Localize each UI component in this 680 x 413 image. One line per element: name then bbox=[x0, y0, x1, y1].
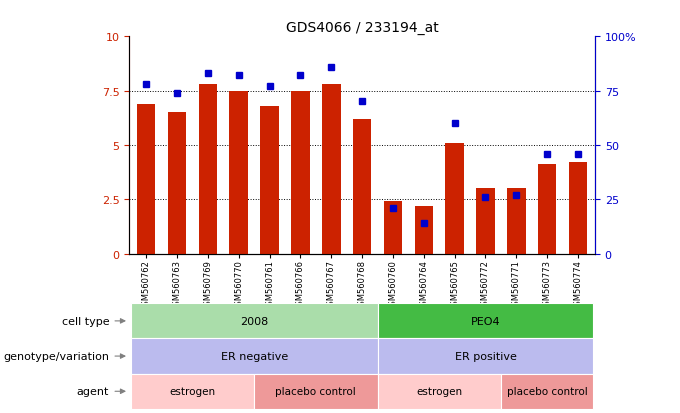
Bar bbox=[168, 113, 186, 254]
Bar bbox=[377, 304, 594, 339]
Bar bbox=[415, 206, 433, 254]
Bar bbox=[260, 107, 279, 254]
Bar bbox=[538, 165, 556, 254]
Bar bbox=[568, 163, 588, 254]
Bar bbox=[476, 189, 495, 254]
Bar bbox=[131, 374, 254, 409]
Bar bbox=[254, 374, 377, 409]
Text: genotype/variation: genotype/variation bbox=[3, 351, 109, 361]
Text: 2008: 2008 bbox=[240, 316, 268, 326]
Text: ER positive: ER positive bbox=[454, 351, 516, 361]
Text: ER negative: ER negative bbox=[220, 351, 288, 361]
Bar bbox=[353, 120, 371, 254]
Bar bbox=[137, 104, 156, 254]
Text: estrogen: estrogen bbox=[169, 386, 216, 396]
Bar bbox=[131, 304, 377, 339]
Text: placebo control: placebo control bbox=[275, 386, 356, 396]
Bar bbox=[229, 91, 248, 254]
Bar bbox=[322, 85, 341, 254]
Text: PEO4: PEO4 bbox=[471, 316, 500, 326]
Text: placebo control: placebo control bbox=[507, 386, 588, 396]
Text: agent: agent bbox=[77, 386, 109, 396]
Bar bbox=[377, 374, 501, 409]
Bar bbox=[501, 374, 594, 409]
Bar bbox=[377, 339, 594, 374]
Bar bbox=[131, 339, 377, 374]
Bar bbox=[199, 85, 217, 254]
Text: cell type: cell type bbox=[61, 316, 109, 326]
Bar bbox=[507, 189, 526, 254]
Bar bbox=[291, 91, 309, 254]
Title: GDS4066 / 233194_at: GDS4066 / 233194_at bbox=[286, 21, 439, 35]
Text: estrogen: estrogen bbox=[416, 386, 462, 396]
Bar bbox=[445, 143, 464, 254]
Bar bbox=[384, 202, 402, 254]
